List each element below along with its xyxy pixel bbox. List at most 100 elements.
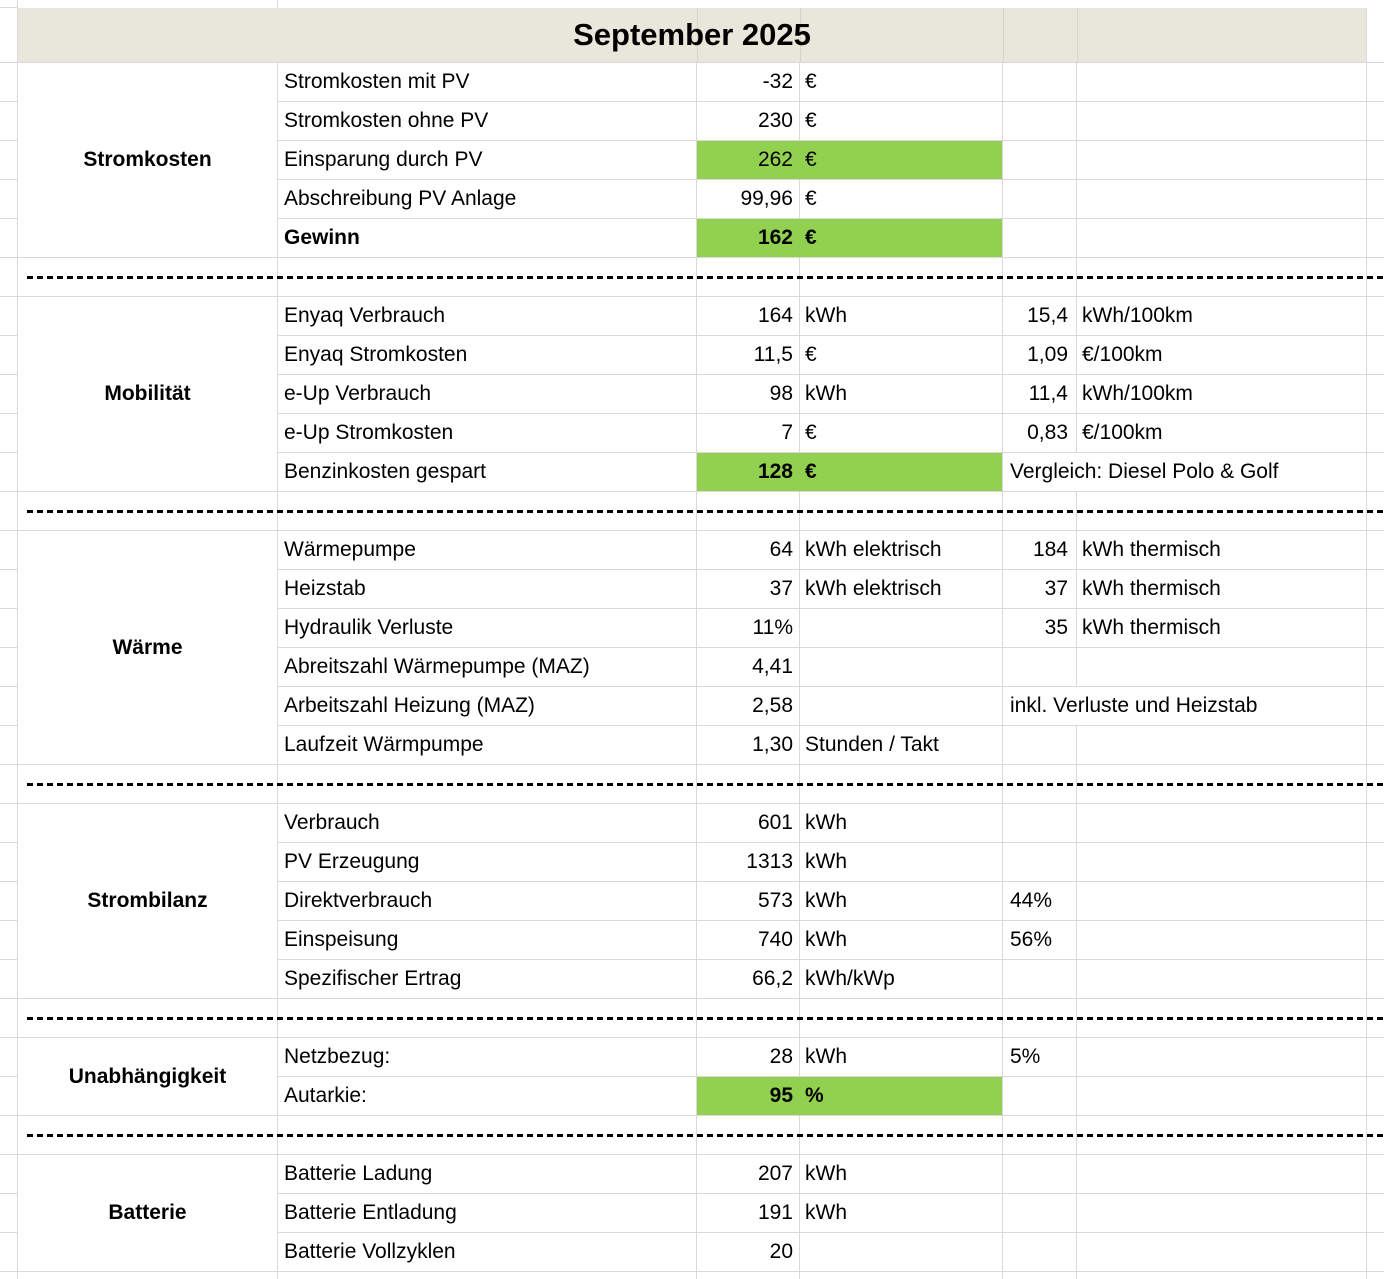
section-label-stromkosten[interactable]: Stromkosten	[18, 63, 278, 258]
unit-cell[interactable]: kWh	[800, 297, 1003, 336]
empty-cell[interactable]	[1077, 1233, 1367, 1272]
empty-cell[interactable]	[1077, 63, 1367, 102]
value2-cell[interactable]: 184	[1003, 531, 1077, 570]
empty-cell[interactable]	[1367, 609, 1384, 648]
empty-cell[interactable]	[1077, 921, 1367, 960]
unit-cell[interactable]: kWh	[800, 921, 1003, 960]
empty-cell[interactable]	[1003, 843, 1077, 882]
row-label[interactable]: e-Up Verbrauch	[278, 375, 697, 414]
value-cell[interactable]: 2,58	[697, 687, 800, 726]
percent-cell[interactable]: 56%	[1003, 921, 1077, 960]
unit-cell[interactable]: €	[800, 414, 1003, 453]
unit-cell[interactable]: kWh	[800, 1155, 1003, 1194]
unit2-cell[interactable]: kWh thermisch	[1077, 570, 1367, 609]
unit-cell[interactable]: kWh elektrisch	[800, 570, 1003, 609]
unit2-cell[interactable]: kWh thermisch	[1077, 609, 1367, 648]
empty-cell[interactable]	[1077, 804, 1367, 843]
row-label[interactable]: Verbrauch	[278, 804, 697, 843]
empty-cell[interactable]	[1003, 1233, 1077, 1272]
unit-cell[interactable]: kWh elektrisch	[800, 531, 1003, 570]
empty-cell[interactable]	[1003, 102, 1077, 141]
row-label[interactable]: Batterie Ladung	[278, 1155, 697, 1194]
row-label[interactable]: Abreitszahl Wärmepumpe (MAZ)	[278, 648, 697, 687]
unit-cell[interactable]: kWh	[800, 882, 1003, 921]
row-label[interactable]: Einspeisung	[278, 921, 697, 960]
unit-cell[interactable]: kWh	[800, 804, 1003, 843]
empty-cell[interactable]	[1367, 375, 1384, 414]
empty-cell[interactable]	[1367, 1077, 1384, 1116]
section-label-unabhaengigkeit[interactable]: Unabhängigkeit	[18, 1038, 278, 1116]
value-cell[interactable]: 37	[697, 570, 800, 609]
empty-cell[interactable]	[1367, 804, 1384, 843]
row-label[interactable]: e-Up Stromkosten	[278, 414, 697, 453]
empty-cell[interactable]	[1367, 687, 1384, 726]
value-cell[interactable]: 64	[697, 531, 800, 570]
row-label[interactable]: Enyaq Verbrauch	[278, 297, 697, 336]
value-cell[interactable]: 1,30	[697, 726, 800, 765]
empty-cell[interactable]	[1077, 141, 1367, 180]
value-cell[interactable]: 28	[697, 1038, 800, 1077]
empty-cell[interactable]	[1077, 219, 1367, 258]
unit-cell[interactable]: €	[800, 63, 1003, 102]
empty-cell[interactable]	[1367, 453, 1384, 492]
empty-cell[interactable]	[1367, 921, 1384, 960]
unit-cell[interactable]: Stunden / Takt	[800, 726, 1003, 765]
empty-cell[interactable]	[1077, 102, 1367, 141]
empty-cell[interactable]	[1077, 1194, 1367, 1233]
empty-cell[interactable]	[1077, 1155, 1367, 1194]
empty-cell[interactable]	[1367, 726, 1384, 765]
value2-cell[interactable]: 1,09	[1003, 336, 1077, 375]
row-label[interactable]: Enyaq Stromkosten	[278, 336, 697, 375]
row-label[interactable]: Abschreibung PV Anlage	[278, 180, 697, 219]
value-cell[interactable]: -32	[697, 63, 800, 102]
empty-cell[interactable]	[1367, 960, 1384, 999]
empty-cell[interactable]	[1367, 1038, 1384, 1077]
value-cell[interactable]: 7	[697, 414, 800, 453]
row-label[interactable]: Batterie Vollzyklen	[278, 1233, 697, 1272]
row-label[interactable]: Wärmepumpe	[278, 531, 697, 570]
row-label[interactable]: Netzbezug:	[278, 1038, 697, 1077]
empty-cell[interactable]	[1077, 882, 1367, 921]
empty-cell[interactable]	[1003, 960, 1077, 999]
row-label[interactable]: PV Erzeugung	[278, 843, 697, 882]
value-cell[interactable]: 601	[697, 804, 800, 843]
empty-cell[interactable]	[1367, 1155, 1384, 1194]
unit-cell[interactable]: €	[800, 336, 1003, 375]
section-label-mobilitaet[interactable]: Mobilität	[18, 297, 278, 492]
unit-cell[interactable]: kWh	[800, 843, 1003, 882]
empty-cell[interactable]	[1367, 1233, 1384, 1272]
empty-cell[interactable]	[1367, 882, 1384, 921]
section-label-waerme[interactable]: Wärme	[18, 531, 278, 765]
empty-cell[interactable]	[1367, 336, 1384, 375]
unit2-cell[interactable]: €/100km	[1077, 336, 1367, 375]
row-label[interactable]: Batterie Entladung	[278, 1194, 697, 1233]
highlighted-value-cell[interactable]: 262	[697, 141, 800, 180]
empty-cell[interactable]	[1077, 648, 1367, 687]
value2-cell[interactable]: 15,4	[1003, 297, 1077, 336]
value-cell[interactable]: 4,41	[697, 648, 800, 687]
unit-cell[interactable]	[800, 1233, 1003, 1272]
empty-cell[interactable]	[1003, 726, 1077, 765]
highlighted-value-cell[interactable]: 162	[697, 219, 800, 258]
value-cell[interactable]: 66,2	[697, 960, 800, 999]
percent-cell[interactable]: 44%	[1003, 882, 1077, 921]
row-label[interactable]: Benzinkosten gespart	[278, 453, 697, 492]
value-cell[interactable]: 1313	[697, 843, 800, 882]
row-label[interactable]: Spezifischer Ertrag	[278, 960, 697, 999]
highlighted-unit-cell[interactable]: %	[800, 1077, 1003, 1116]
value-cell[interactable]: 573	[697, 882, 800, 921]
row-label[interactable]: Heizstab	[278, 570, 697, 609]
row-label[interactable]: Laufzeit Wärmpumpe	[278, 726, 697, 765]
empty-cell[interactable]	[1003, 804, 1077, 843]
note-cell[interactable]: inkl. Verluste und Heizstab	[1003, 687, 1367, 726]
row-label[interactable]: Autarkie:	[278, 1077, 697, 1116]
empty-cell[interactable]	[1077, 1038, 1367, 1077]
empty-cell[interactable]	[1367, 219, 1384, 258]
empty-cell[interactable]	[1003, 180, 1077, 219]
value-cell[interactable]: 207	[697, 1155, 800, 1194]
value2-cell[interactable]: 0,83	[1003, 414, 1077, 453]
unit-cell[interactable]: kWh/kWp	[800, 960, 1003, 999]
unit-cell[interactable]: kWh	[800, 1038, 1003, 1077]
row-label[interactable]: Hydraulik Verluste	[278, 609, 697, 648]
empty-cell[interactable]	[1077, 843, 1367, 882]
